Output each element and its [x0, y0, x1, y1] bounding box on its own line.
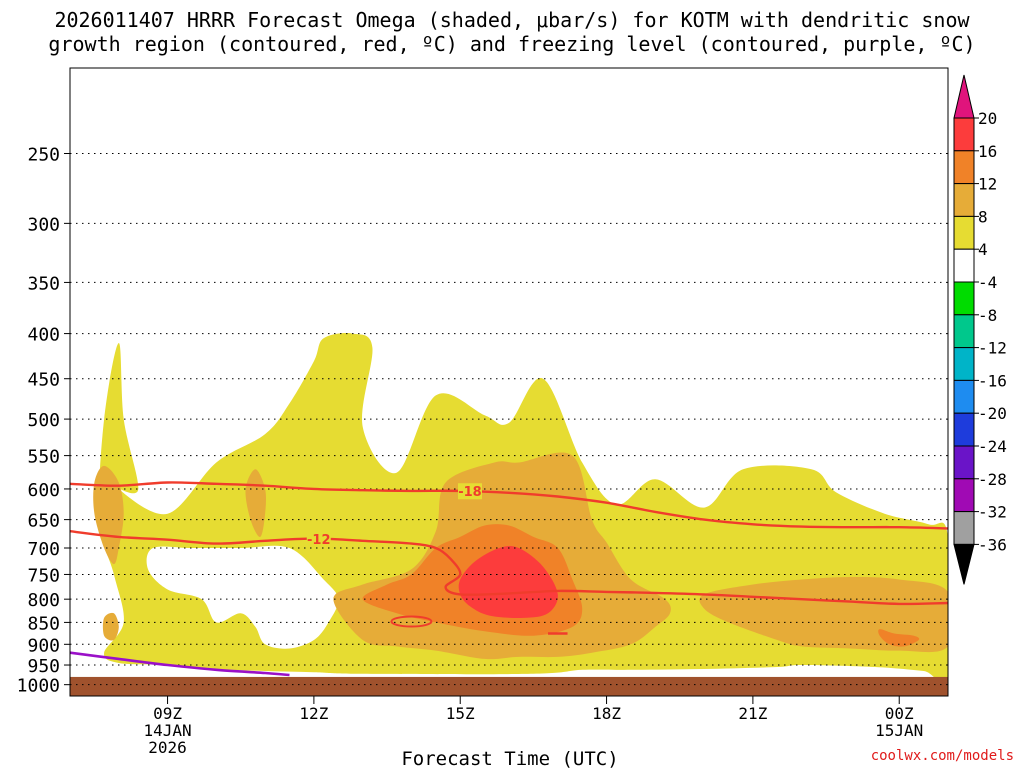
colorbar-label-3: 8 [978, 207, 988, 226]
omega-region-0-1 [146, 545, 339, 649]
colorbar-label-2: 12 [978, 175, 997, 194]
y-tick-label-1000: 1000 [17, 676, 60, 697]
temperature-contours: -18 -12 [70, 481, 948, 677]
colorbar-box-7 [953, 314, 975, 349]
omega-region-8-3 [93, 465, 124, 565]
y-tick-label-950: 950 [27, 656, 60, 677]
freezing-level-contour [70, 651, 290, 677]
y-tick-label-800: 800 [27, 590, 60, 611]
x-tick-label-9-2: 2026 [148, 738, 187, 757]
x-tick-label-18-0: 18Z [592, 704, 621, 723]
pressure-gridlines [70, 152, 948, 686]
colorbar-label-13: -36 [978, 535, 1007, 554]
colorbar-box-2 [953, 150, 975, 185]
y-tick-label-600: 600 [27, 480, 60, 501]
dgz-label--12: -12 [307, 533, 331, 548]
colorbar-box-8 [953, 347, 975, 381]
dgz-label-bg--18 [457, 483, 482, 500]
omega-region-8-5 [102, 612, 119, 641]
y-tick-label-300: 300 [27, 214, 60, 235]
plot-frame [69, 67, 949, 697]
colorbar-box-1 [953, 117, 975, 152]
colorbar-label-4: 4 [978, 240, 988, 259]
x-axis-label: Forecast Time (UTC) [401, 748, 618, 768]
colorbar-box-13 [953, 511, 975, 545]
dgz-label--18: -18 [458, 485, 482, 500]
credit-text: coolwx.com/models [870, 748, 1014, 764]
colorbar-box-12 [953, 478, 975, 513]
y-tick-label-400: 400 [27, 325, 60, 346]
x-tick-label-12-0: 12Z [299, 704, 328, 723]
colorbar-label-12: -32 [978, 503, 1007, 522]
colorbar-label-5: -4 [978, 273, 997, 292]
y-tick-label-750: 750 [27, 565, 60, 586]
colorbar-box-4 [953, 215, 975, 250]
colorbar: 20 16 12 8 4 -4 -8 -12 -16 -20 -24 -28 -32 -36 [953, 74, 1007, 585]
y-tick-label-850: 850 [27, 613, 60, 634]
colorbar-label-0: 20 [978, 109, 997, 128]
y-tick-label-350: 350 [27, 273, 60, 294]
colorbar-label-8: -16 [978, 371, 1007, 390]
x-tick-label-21-0: 21Z [738, 704, 767, 723]
omega-shading [93, 333, 948, 684]
colorbar-label-1: 16 [978, 142, 997, 161]
x-tick-label-9-1: 14JAN [143, 721, 191, 740]
ground-layer [70, 676, 948, 696]
colorbar-box-3 [953, 183, 975, 217]
y-tick-label-700: 700 [27, 539, 60, 560]
x-tick-label-15-0: 15Z [446, 704, 475, 723]
colorbar-label-6: -8 [978, 306, 997, 325]
omega-region-12-8 [878, 629, 920, 647]
colorbar-box-5 [953, 248, 975, 283]
y-axis: 2503003504004505005506006507007508008509… [17, 144, 70, 697]
dgz-contour--12 [70, 530, 948, 606]
ground-surface [70, 676, 948, 696]
y-tick-label-650: 650 [27, 511, 60, 532]
colorbar-box-6 [953, 281, 975, 316]
colorbar-label-10: -24 [978, 437, 1007, 456]
x-tick-label-9-0: 09Z [153, 704, 182, 723]
y-tick-label-450: 450 [27, 370, 60, 391]
colorbar-box-10 [953, 412, 975, 447]
colorbar-label-7: -12 [978, 339, 1007, 358]
y-tick-label-250: 250 [27, 144, 60, 165]
chart-title-line-2: growth region (contoured, red, ºC) and f… [48, 32, 976, 56]
colorbar-top-arrow [953, 74, 975, 119]
x-tick-label-24-0: 00Z [885, 704, 914, 723]
colorbar-box-11 [953, 445, 975, 480]
dgz-small-loop [390, 615, 433, 628]
dgz-contour--18 [70, 481, 948, 530]
dgz-label-bg--12 [306, 530, 331, 547]
y-tick-label-550: 550 [27, 447, 60, 468]
x-tick-label-24-1: 15JAN [875, 721, 923, 740]
colorbar-label-9: -20 [978, 404, 1007, 423]
y-tick-label-900: 900 [27, 635, 60, 656]
colorbar-box-9 [953, 379, 975, 414]
colorbar-label-11: -28 [978, 470, 1007, 489]
omega-region-16-9 [458, 545, 558, 619]
colorbar-bottom-arrow [953, 543, 975, 585]
chart-title-line-1: 2026011407 HRRR Forecast Omega (shaded, … [54, 8, 970, 32]
y-tick-label-500: 500 [27, 410, 60, 431]
